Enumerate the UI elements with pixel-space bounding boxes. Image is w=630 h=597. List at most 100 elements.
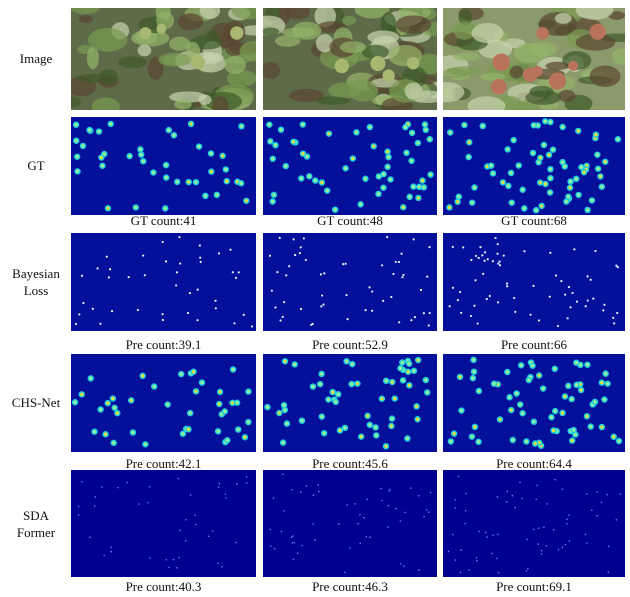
density-spot (536, 484, 538, 486)
density-spot (236, 483, 238, 485)
density-core (575, 383, 578, 386)
density-spot (276, 271, 278, 273)
density-spot (175, 284, 177, 286)
density-spot (573, 248, 575, 250)
density-core (468, 141, 471, 144)
density-core (380, 397, 383, 400)
density-spot (306, 485, 308, 487)
density-spot (137, 309, 139, 311)
density-spot (318, 484, 320, 486)
density-spot (363, 517, 365, 519)
figure: ImageGTGT count:41GT count:48GT count:68… (0, 0, 630, 597)
density-spot (388, 505, 390, 507)
density-spot (235, 542, 237, 544)
density-core (218, 402, 221, 405)
density-core (314, 179, 317, 182)
density-spot (232, 271, 234, 273)
density-core (517, 164, 520, 167)
density-core (612, 435, 615, 438)
density-spot (519, 482, 521, 484)
density-spot (387, 526, 389, 528)
density-core (604, 160, 607, 163)
density-core (368, 423, 371, 426)
density-core (300, 177, 303, 180)
density-spot (478, 257, 480, 259)
density-spot (117, 487, 119, 489)
count-caption: Pre count:52.9 (263, 337, 437, 353)
map-bg (263, 470, 437, 577)
density-spot (558, 549, 560, 551)
density-core (285, 422, 288, 425)
density-spot (606, 494, 608, 496)
density-core (141, 374, 144, 377)
density-spot (561, 547, 563, 549)
density-core (326, 189, 329, 192)
density-core (128, 155, 131, 158)
density-spot (293, 558, 295, 560)
density-spot (301, 545, 303, 547)
density-core (355, 131, 358, 134)
map-bg (263, 233, 437, 331)
fruit (536, 27, 548, 39)
density-spot (601, 502, 603, 504)
density-spot (476, 557, 478, 559)
density-spot (592, 297, 594, 299)
density-spot (305, 259, 307, 261)
density-core (351, 363, 354, 366)
density-spot (269, 255, 271, 257)
density-core (375, 434, 378, 437)
density-spot (96, 267, 98, 269)
density-core (181, 432, 184, 435)
density-spot (423, 312, 425, 314)
density-map (443, 117, 625, 215)
density-spot (414, 316, 416, 318)
density-core (109, 122, 112, 125)
density-core (586, 363, 589, 366)
density-spot (398, 321, 400, 323)
density-spot (400, 520, 402, 522)
density-core (429, 173, 432, 176)
density-core (561, 125, 564, 128)
density-spot (460, 549, 462, 551)
density-core (491, 172, 494, 175)
density-spot (596, 491, 598, 493)
count-caption: Pre count:69.1 (443, 579, 625, 595)
density-spot (594, 250, 596, 252)
density-core (542, 387, 545, 390)
density-spot (576, 301, 578, 303)
density-spot (616, 312, 618, 314)
density-core (453, 432, 456, 435)
leaf (87, 47, 99, 70)
density-spot (389, 489, 391, 491)
density-spot (81, 481, 83, 483)
density-spot (313, 494, 315, 496)
density-core (567, 195, 570, 198)
density-core (225, 180, 228, 183)
density-core (408, 195, 411, 198)
density-spot (585, 305, 587, 307)
density-spot (428, 324, 430, 326)
map-bg (443, 470, 625, 577)
density-spot (382, 300, 384, 302)
density-spot (513, 297, 515, 299)
density-core (547, 153, 550, 156)
density-spot (514, 507, 516, 509)
density-spot (494, 237, 496, 239)
density-core (417, 358, 420, 361)
density-spot (538, 319, 540, 321)
density-spot (293, 238, 295, 240)
density-spot (371, 310, 373, 312)
density-spot (251, 325, 253, 327)
density-spot (225, 493, 227, 495)
density-spot (221, 566, 223, 568)
density-spot (470, 259, 472, 261)
density-core (600, 185, 603, 188)
density-core (471, 201, 474, 204)
density-core (448, 206, 451, 209)
density-core (106, 402, 109, 405)
density-core (382, 173, 385, 176)
density-core (223, 410, 226, 413)
density-core (510, 408, 513, 411)
density-map (443, 470, 625, 577)
density-core (460, 409, 463, 412)
